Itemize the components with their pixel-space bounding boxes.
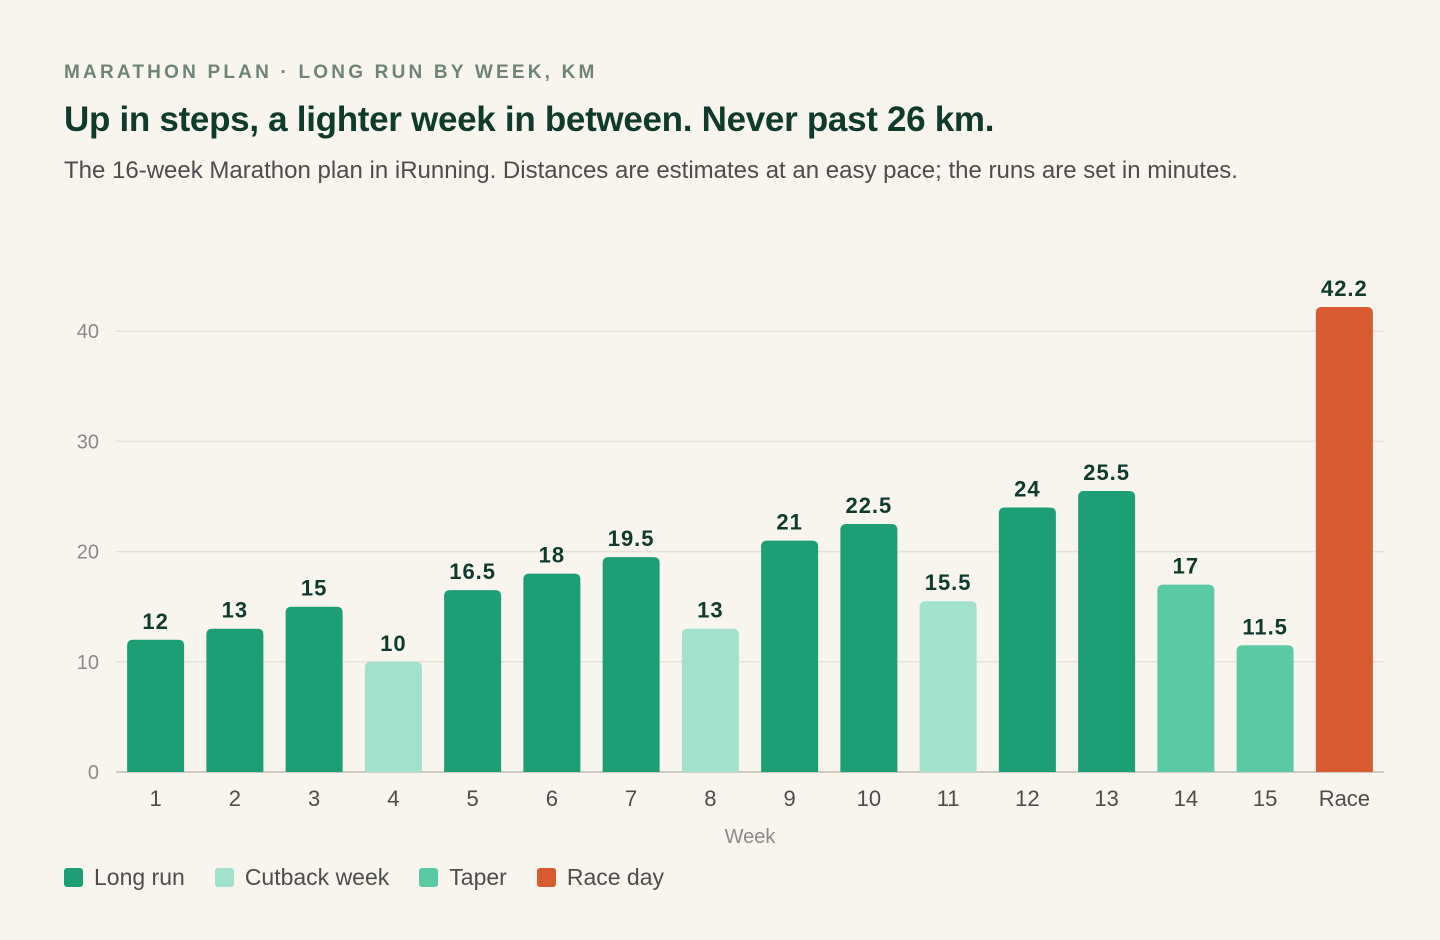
data-label: 25.5 [1083, 460, 1130, 485]
data-labels: 12 13 15 10 16.5 18 19.5 13 21 22.5 15.5 24 25.5 17 11… [142, 276, 1368, 656]
data-label: 18 [539, 543, 565, 568]
y-tick-label: 20 [77, 542, 99, 564]
data-label: 12 [142, 609, 168, 634]
data-label: 13 [222, 598, 248, 623]
bar-8 [681, 628, 739, 772]
data-label: 19.5 [608, 526, 655, 551]
x-tick-label: 1 [150, 786, 162, 811]
data-label: 11.5 [1242, 614, 1288, 639]
legend-item-long-run: Long run [64, 864, 185, 891]
legend-swatch-race-day [536, 868, 556, 887]
bar-4 [364, 661, 422, 772]
data-label: 16.5 [449, 559, 496, 584]
x-tick-label: 13 [1094, 786, 1118, 811]
bar-5 [444, 590, 502, 772]
data-label: 10 [380, 631, 406, 656]
bar-15 [1236, 645, 1294, 772]
chart-title: Up in steps, a lighter week in between. … [64, 100, 995, 139]
legend-label-cutback-week: Cutback week [244, 864, 390, 890]
bar-3 [285, 606, 343, 772]
x-tick-label: 10 [857, 786, 881, 811]
x-axis-ticks: 1 2 3 4 5 6 7 8 9 10 11 12 13 14 15 Race [150, 786, 1371, 811]
bar-7 [602, 557, 660, 772]
data-label: 15 [301, 576, 327, 601]
bar-9 [761, 540, 819, 772]
data-label: 42.2 [1321, 276, 1368, 301]
x-tick-label: Race [1319, 786, 1370, 811]
chart-subtitle: The 16-week Marathon plan in iRunning. D… [64, 157, 1238, 184]
x-tick-label: 9 [784, 786, 796, 811]
bar-6 [523, 573, 581, 772]
legend-label-race-day: Race day [566, 864, 664, 890]
x-tick-label: 8 [704, 786, 716, 811]
x-tick-label: 14 [1174, 786, 1198, 811]
bars [127, 306, 1373, 772]
bar-1 [127, 639, 185, 772]
legend: Long run Cutback week Taper Race day [64, 864, 694, 891]
x-tick-label: 2 [229, 786, 241, 811]
legend-item-race-day: Race day [536, 864, 664, 891]
y-tick-label: 30 [77, 431, 99, 453]
legend-swatch-cutback-week [214, 868, 234, 887]
x-tick-label: 15 [1253, 786, 1277, 811]
x-tick-label: 6 [546, 786, 558, 811]
data-label: 24 [1014, 477, 1040, 502]
bar-10 [840, 524, 898, 772]
bar-2 [206, 628, 264, 772]
legend-swatch-taper [419, 868, 439, 887]
legend-label-taper: Taper [449, 864, 507, 890]
x-tick-label: 4 [387, 786, 399, 811]
bar-14 [1157, 584, 1215, 772]
data-label: 21 [776, 510, 802, 535]
bar-13 [1078, 490, 1136, 772]
bar-race [1315, 306, 1373, 772]
legend-item-cutback-week: Cutback week [214, 864, 390, 891]
legend-label-long-run: Long run [94, 864, 185, 890]
x-tick-label: 12 [1015, 786, 1039, 811]
x-axis-label: Week [725, 826, 777, 848]
x-tick-label: 3 [308, 786, 320, 811]
y-axis-ticks: 0 10 20 30 40 [77, 321, 99, 784]
x-tick-label: 11 [937, 786, 960, 811]
data-label: 15.5 [925, 570, 972, 595]
data-label: 22.5 [845, 493, 892, 518]
data-label: 17 [1173, 554, 1199, 579]
bar-11 [919, 601, 977, 772]
data-label: 13 [697, 598, 723, 623]
y-tick-label: 0 [88, 762, 99, 784]
y-tick-label: 10 [77, 652, 99, 674]
y-tick-label: 40 [77, 321, 99, 343]
x-tick-label: 5 [467, 786, 479, 811]
legend-swatch-long-run [64, 868, 83, 887]
bar-12 [998, 507, 1056, 772]
legend-item-taper: Taper [419, 864, 507, 891]
chart-eyebrow: MARATHON PLAN · LONG RUN BY WEEK, KM [64, 62, 598, 83]
x-tick-label: 7 [625, 786, 637, 811]
